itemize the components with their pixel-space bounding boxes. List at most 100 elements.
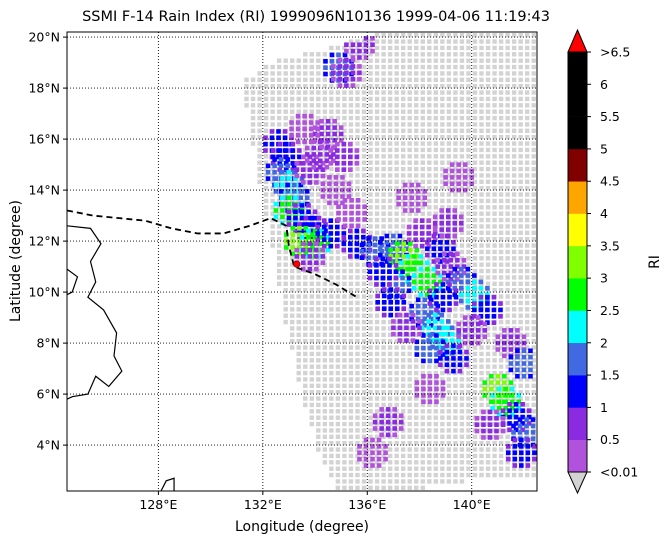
rain-cell	[528, 367, 533, 373]
no-rain-cell	[342, 275, 347, 280]
rain-cell	[391, 252, 396, 258]
rain-cell	[438, 356, 443, 361]
no-rain-cell	[316, 300, 321, 306]
no-rain-cell	[511, 300, 517, 306]
rain-cell	[474, 428, 480, 434]
no-rain-cell	[394, 479, 399, 484]
no-rain-cell	[446, 39, 452, 44]
no-rain-cell	[440, 134, 445, 140]
no-rain-cell	[316, 370, 321, 376]
rain-cell	[434, 399, 439, 405]
no-rain-cell	[394, 364, 399, 369]
no-rain-cell	[270, 224, 275, 229]
no-rain-cell	[335, 90, 341, 95]
no-rain-cell	[400, 160, 406, 165]
no-rain-cell	[459, 307, 465, 312]
no-rain-cell	[394, 224, 399, 229]
no-rain-cell	[290, 192, 295, 197]
no-rain-cell	[427, 134, 432, 140]
rain-cell	[344, 70, 349, 76]
no-rain-cell	[459, 122, 465, 127]
no-rain-cell	[492, 453, 497, 459]
no-rain-cell	[257, 128, 262, 134]
no-rain-cell	[466, 83, 471, 89]
rain-cell	[348, 254, 353, 259]
no-rain-cell	[361, 122, 367, 127]
no-rain-cell	[329, 460, 334, 465]
no-rain-cell	[505, 256, 510, 261]
no-rain-cell	[440, 415, 445, 420]
no-rain-cell	[381, 332, 386, 338]
rain-cell	[363, 456, 369, 462]
no-rain-cell	[407, 173, 412, 178]
no-rain-cell	[374, 64, 380, 70]
rain-cell	[359, 242, 365, 248]
rain-cell	[494, 428, 499, 434]
no-rain-cell	[309, 326, 314, 331]
rain-cell	[363, 437, 369, 443]
rain-cell	[482, 334, 488, 340]
no-rain-cell	[511, 96, 517, 102]
no-rain-cell	[498, 96, 504, 102]
no-rain-cell	[531, 58, 536, 63]
no-rain-cell	[492, 109, 497, 114]
no-rain-cell	[276, 96, 282, 102]
rain-cell	[385, 242, 391, 248]
no-rain-cell	[531, 345, 536, 350]
rain-cell	[478, 320, 484, 325]
no-rain-cell	[400, 338, 406, 344]
no-rain-cell	[505, 179, 510, 185]
no-rain-cell	[329, 313, 334, 318]
rain-cell	[393, 275, 399, 281]
no-rain-cell	[400, 83, 406, 89]
no-rain-cell	[466, 313, 471, 318]
rain-cell	[302, 120, 307, 125]
rain-cell	[342, 204, 348, 209]
rain-cell	[421, 345, 426, 351]
no-rain-cell	[531, 77, 536, 83]
no-rain-cell	[368, 351, 373, 357]
no-rain-cell	[316, 415, 321, 420]
no-rain-cell	[361, 313, 367, 318]
no-rain-cell	[342, 332, 347, 338]
rain-cell	[507, 402, 512, 407]
rain-cell	[515, 354, 520, 360]
rain-cell	[409, 310, 414, 315]
no-rain-cell	[518, 90, 523, 95]
no-rain-cell	[342, 485, 347, 491]
no-rain-cell	[400, 326, 406, 331]
no-rain-cell	[518, 287, 523, 293]
rain-cell	[323, 65, 328, 70]
no-rain-cell	[348, 434, 354, 440]
rain-cell	[505, 450, 511, 456]
no-rain-cell	[453, 77, 458, 83]
no-rain-cell	[433, 147, 439, 153]
no-rain-cell	[485, 262, 491, 267]
no-rain-cell	[368, 472, 373, 478]
no-rain-cell	[374, 96, 380, 102]
no-rain-cell	[531, 192, 536, 197]
no-rain-cell	[446, 230, 452, 236]
no-rain-cell	[485, 332, 491, 338]
rain-cell	[328, 218, 334, 223]
no-rain-cell	[316, 389, 321, 395]
no-rain-cell	[492, 249, 497, 255]
rain-cell	[381, 312, 387, 318]
no-rain-cell	[427, 154, 432, 159]
no-rain-cell	[355, 434, 360, 440]
no-rain-cell	[316, 383, 321, 389]
no-rain-cell	[459, 128, 465, 134]
rain-cell	[465, 285, 471, 291]
rain-cell	[321, 224, 327, 230]
no-rain-cell	[433, 32, 439, 38]
no-rain-cell	[511, 275, 517, 280]
no-rain-cell	[511, 205, 517, 210]
rain-cell	[440, 288, 446, 294]
rain-cell	[509, 399, 515, 405]
no-rain-cell	[361, 434, 367, 440]
no-rain-cell	[407, 205, 412, 210]
rain-cell	[458, 227, 464, 232]
no-rain-cell	[414, 147, 419, 153]
no-rain-cell	[361, 472, 367, 478]
no-rain-cell	[290, 103, 295, 108]
